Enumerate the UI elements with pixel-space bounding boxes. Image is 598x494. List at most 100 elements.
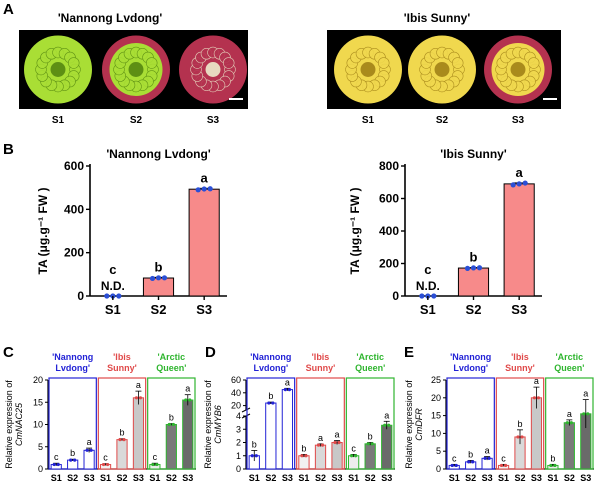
y-tick-label: 5 xyxy=(436,446,441,456)
stage-label: S2 xyxy=(436,115,449,126)
x-tick-label: S1 xyxy=(498,473,509,483)
x-tick-label: S2 xyxy=(365,473,376,483)
group-label: Lvdong' xyxy=(453,363,488,373)
y-tick-label: 40 xyxy=(231,388,241,398)
data-point xyxy=(161,275,168,281)
x-tick-label: S3 xyxy=(282,473,293,483)
flower-petal xyxy=(377,57,390,69)
significance-letter: a xyxy=(384,410,389,420)
flower-center xyxy=(360,62,376,77)
flower-petal xyxy=(451,57,464,69)
flower-petal xyxy=(145,57,158,69)
x-tick-label: S3 xyxy=(511,302,527,317)
stage-label: S3 xyxy=(512,115,525,126)
stage-label: S3 xyxy=(207,115,220,126)
y-tick-label: 60 xyxy=(231,375,241,385)
bar xyxy=(347,455,360,470)
data-point xyxy=(431,293,437,299)
bar xyxy=(298,455,310,470)
data-point xyxy=(138,396,143,400)
y-tick-label: 20 xyxy=(431,393,441,403)
significance-letter: b xyxy=(517,419,522,429)
data-point xyxy=(69,458,73,462)
y-tick-label: 15 xyxy=(431,411,441,421)
x-tick-label: S3 xyxy=(332,473,343,483)
x-tick-label: S3 xyxy=(133,473,144,483)
bar xyxy=(331,442,343,470)
data-point xyxy=(516,435,520,439)
data-point xyxy=(104,293,110,299)
data-point xyxy=(333,440,337,445)
y-tick-label: 600 xyxy=(379,192,399,206)
significance-letter: a xyxy=(335,430,340,440)
data-point xyxy=(171,422,175,427)
panel-letter-d: D xyxy=(205,344,216,361)
data-point xyxy=(454,463,458,468)
expression-chart-myb6: 0 1 2 3 420 40 60 Relative expression of CmMYB6 '… xyxy=(203,352,395,483)
x-tick-label: S2 xyxy=(465,473,476,483)
flower-center xyxy=(205,62,221,77)
panel-letter-c: C xyxy=(3,344,14,361)
significance-letter: b xyxy=(268,391,273,401)
significance-letter: b xyxy=(70,448,75,458)
data-point xyxy=(151,462,155,467)
group-label: 'Arctic xyxy=(158,352,186,362)
nd-label: N.D. xyxy=(101,279,125,293)
data-point xyxy=(354,454,358,458)
bar xyxy=(67,459,79,470)
ta-chart-ibis: 'Ibis Sunny' 0 200 400 600 800 TA (μg.g⁻¹ FW )… xyxy=(348,147,542,317)
x-tick-label: S1 xyxy=(100,473,111,483)
data-point xyxy=(450,463,454,468)
data-point xyxy=(536,396,541,400)
y-tick-label: 10 xyxy=(33,420,43,430)
photo-strip-nannong xyxy=(19,30,248,109)
data-point xyxy=(118,438,122,442)
significance-letter: b xyxy=(550,453,555,463)
data-point xyxy=(549,463,553,468)
panel-letter-b: B xyxy=(3,141,14,158)
group-label: 'Nannong xyxy=(52,352,93,362)
x-tick-label: S1 xyxy=(420,302,436,317)
group-label: Queen' xyxy=(554,363,584,373)
group-label: 'Nannong xyxy=(450,352,491,362)
y-axis-label: TA (μg.g⁻¹ FW ) xyxy=(348,188,362,275)
group-label: 'Arctic xyxy=(556,352,584,362)
x-tick-label: S2 xyxy=(67,473,78,483)
data-point xyxy=(476,265,483,271)
data-point xyxy=(503,463,508,468)
flower-center xyxy=(510,62,526,77)
significance-letter: a xyxy=(136,380,141,390)
significance-letter: c xyxy=(452,453,457,463)
bar xyxy=(182,399,194,470)
bar xyxy=(503,183,535,297)
y-tick-label: 200 xyxy=(64,246,84,260)
data-point xyxy=(483,456,487,460)
photo-strip-ibis xyxy=(327,30,561,109)
group-label: Sunny' xyxy=(505,363,535,373)
data-point xyxy=(155,275,162,281)
expression-chart-nac25: 0 5 10 15 20 Relative expression of CmNAC25 'Na… xyxy=(4,352,196,483)
y-tick-label: 10 xyxy=(431,428,441,438)
x-tick-label: S2 xyxy=(514,473,525,483)
significance-letter: b xyxy=(155,259,163,274)
data-point xyxy=(201,186,207,192)
photo-title-ibis: 'Ibis Sunny' xyxy=(404,11,471,25)
significance-letter: a xyxy=(285,377,290,387)
significance-letter: a xyxy=(318,433,323,443)
data-point xyxy=(300,454,304,458)
data-point xyxy=(553,463,557,468)
significance-letter: a xyxy=(485,446,490,456)
x-tick-label: S3 xyxy=(84,473,95,483)
flower-center xyxy=(50,62,66,77)
group-label: Lvdong' xyxy=(254,363,289,373)
significance-letter: c xyxy=(54,452,59,462)
data-point xyxy=(134,396,139,400)
data-point xyxy=(283,388,287,392)
x-tick-label: S1 xyxy=(547,473,558,483)
significance-letter: b xyxy=(252,439,257,449)
group-label: 'Ibis xyxy=(113,352,131,362)
significance-letter: c xyxy=(424,262,431,277)
group-label: 'Ibis xyxy=(511,352,529,362)
data-point xyxy=(586,412,590,416)
significance-letter: a xyxy=(583,389,588,399)
